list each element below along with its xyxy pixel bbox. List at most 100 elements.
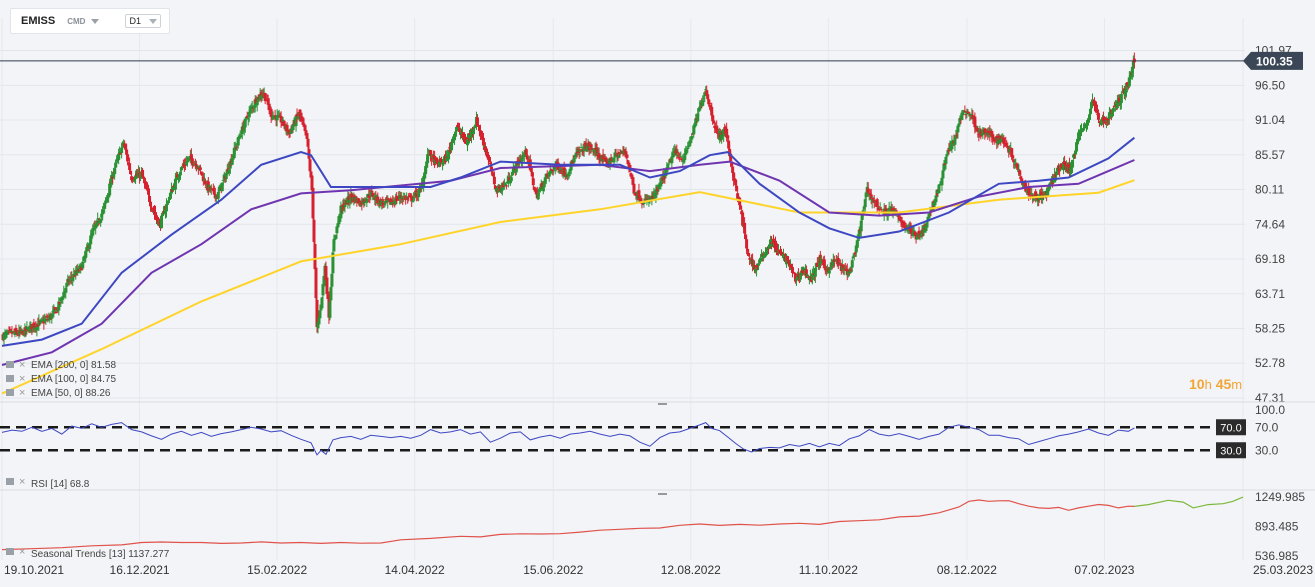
candle-body [1002, 137, 1006, 144]
candle-body [149, 201, 153, 207]
candle-body [20, 330, 24, 333]
candle-body [531, 178, 535, 186]
rsi-legend: RSI [14] 68.8 [31, 479, 90, 490]
close-icon[interactable]: × [19, 387, 25, 399]
candle-body [956, 125, 960, 133]
indicator-settings-icon[interactable] [6, 548, 14, 555]
candle-body [986, 131, 990, 134]
candle-body [652, 193, 656, 197]
candle-body [442, 158, 446, 161]
pane-resize-handle[interactable] [658, 403, 667, 405]
rsi-tick-label: 70.0 [1255, 420, 1279, 434]
symbol-name[interactable]: EMISS [21, 15, 56, 27]
candle-body [857, 229, 861, 238]
candle-body [743, 222, 747, 234]
candle-body [518, 159, 522, 162]
candle-body [325, 277, 329, 295]
candle-body [349, 194, 353, 202]
candle-body [494, 188, 498, 192]
candle-body [940, 178, 944, 186]
candle-body [455, 126, 459, 132]
candle-body [176, 176, 180, 181]
candle-body [1018, 170, 1022, 175]
candle-body [458, 128, 462, 132]
candle-body [886, 210, 890, 217]
timeframe-value: D1 [129, 16, 141, 26]
chevron-down-icon [148, 18, 157, 24]
candle-body [575, 151, 579, 154]
candle-body [296, 116, 300, 119]
candle-body [729, 153, 733, 161]
candle-body [871, 198, 875, 200]
candle-body [58, 301, 62, 304]
candle-body [406, 198, 410, 200]
candle-body [2, 334, 6, 340]
candle-body [225, 169, 229, 175]
candle-body [111, 176, 115, 179]
candle-body [173, 178, 177, 190]
candle-body [6, 331, 10, 333]
candle-body [1073, 154, 1077, 156]
candle-body [331, 252, 335, 274]
close-icon[interactable]: × [19, 359, 25, 371]
indicator-settings-icon[interactable] [6, 361, 14, 368]
candle-body [72, 273, 76, 277]
candle-body [422, 176, 426, 187]
candle-body [955, 134, 959, 136]
candle-body [1078, 133, 1082, 135]
candle-body [557, 170, 561, 173]
candle-body [1071, 159, 1075, 168]
candle-body [572, 157, 576, 163]
symbol-dropdown-icon[interactable] [91, 18, 100, 24]
candle-body [103, 203, 107, 209]
candle-body [275, 115, 279, 121]
candle-body [728, 148, 732, 157]
candle-body [114, 162, 118, 168]
time-axis-label: 07.02.2023 [1074, 563, 1134, 577]
candle-body [1119, 94, 1123, 103]
timeframe-select[interactable]: D1 [125, 14, 161, 28]
candle-body [1030, 193, 1034, 195]
candle-body [547, 172, 551, 177]
candle-body [401, 198, 405, 200]
candle-body [139, 172, 143, 178]
close-icon[interactable]: × [19, 476, 25, 488]
close-icon[interactable]: × [19, 373, 25, 385]
close-icon[interactable]: × [19, 546, 25, 558]
candle-body [50, 313, 54, 319]
candle-body [620, 152, 624, 154]
candle-body [350, 193, 354, 198]
candle-body [1089, 101, 1093, 109]
candle-body [699, 102, 703, 108]
candle-body [927, 213, 931, 219]
indicator-settings-icon[interactable] [6, 478, 14, 485]
candle-body [237, 137, 241, 140]
candle-body [1106, 118, 1110, 120]
candle-body [155, 215, 159, 219]
candle-body [639, 199, 643, 203]
candle-body [831, 259, 835, 266]
candle-body [712, 120, 716, 124]
candle-body [147, 188, 151, 195]
candle-body [410, 195, 414, 202]
candle-body [92, 227, 96, 231]
candle-body [682, 159, 686, 162]
candle-body [563, 172, 567, 177]
candle-body [654, 189, 658, 198]
candle-body [567, 171, 571, 173]
candle-body [849, 269, 853, 271]
candle-body [968, 113, 972, 116]
candle-body [551, 170, 555, 172]
candle-body [765, 247, 769, 256]
candle-body [597, 153, 601, 158]
candle-body [633, 192, 637, 194]
candle-body [285, 124, 289, 132]
indicator-settings-icon[interactable] [6, 389, 14, 396]
candle-body [935, 193, 939, 195]
indicator-settings-icon[interactable] [6, 375, 14, 382]
candle-body [937, 186, 941, 193]
candle-body [1118, 101, 1122, 105]
pane-resize-handle[interactable] [658, 493, 667, 495]
candle-body [624, 151, 628, 153]
